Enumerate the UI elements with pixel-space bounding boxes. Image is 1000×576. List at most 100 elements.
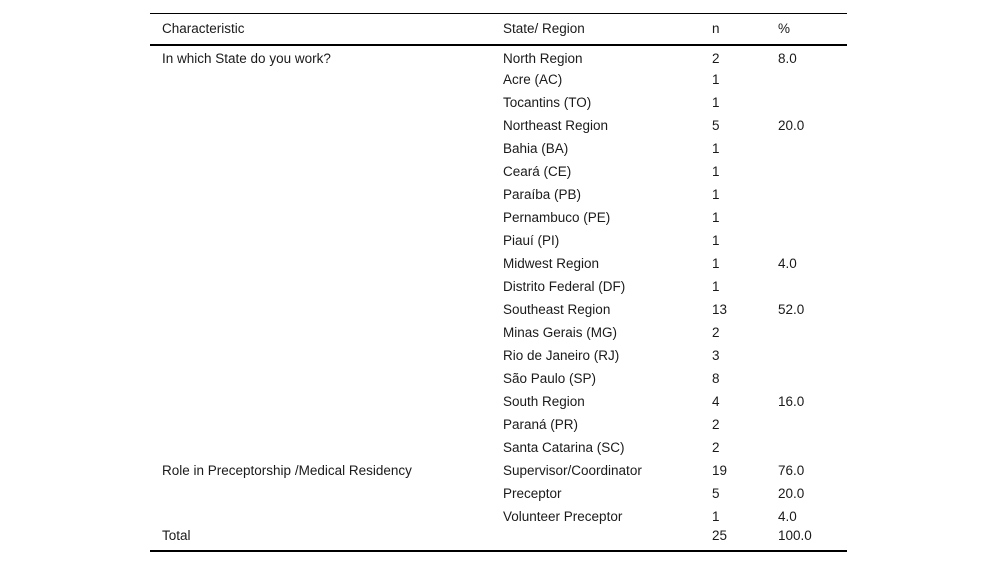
cell-characteristic (150, 275, 503, 298)
cell-n: 2 (712, 416, 720, 432)
cell-n: 2 (712, 439, 720, 455)
cell-state-region: Distrito Federal (DF) (503, 278, 626, 294)
cell-characteristic (150, 114, 503, 137)
cell-n: 1 (712, 508, 720, 524)
table-row: Pernambuco (PE) 1 (150, 206, 847, 229)
cell-state-region: Preceptor (503, 485, 562, 501)
cell-pct: 8.0 (778, 50, 797, 66)
table-row: Preceptor 5 20.0 (150, 482, 847, 505)
cell-characteristic (150, 298, 503, 321)
cell-state-region: Paraíba (PB) (503, 186, 582, 202)
cell-characteristic (150, 413, 503, 436)
table-row: South Region 4 16.0 (150, 390, 847, 413)
cell-state-region: Northeast Region (503, 117, 609, 133)
cell-n: 1 (712, 255, 720, 271)
cell-state-region: Acre (AC) (503, 71, 563, 87)
table-row: Distrito Federal (DF) 1 (150, 275, 847, 298)
cell-characteristic (150, 344, 503, 367)
cell-pct: 100.0 (778, 528, 812, 543)
cell-n: 1 (712, 140, 720, 156)
cell-state-region: Ceará (CE) (503, 163, 572, 179)
cell-characteristic (150, 137, 503, 160)
cell-characteristic (150, 252, 503, 275)
cell-n: 8 (712, 370, 720, 386)
cell-characteristic: Role in Preceptorship /Medical Residency (162, 462, 412, 478)
cell-characteristic (150, 229, 503, 252)
cell-n: 3 (712, 347, 720, 363)
cell-n: 4 (712, 393, 720, 409)
table-row: Midwest Region 1 4.0 (150, 252, 847, 275)
table-row: Santa Catarina (SC) 2 (150, 436, 847, 459)
table-row: Volunteer Preceptor 1 4.0 (150, 505, 847, 528)
table-header-row: Characteristic State/ Region n % (150, 13, 847, 45)
cell-characteristic: In which State do you work? (162, 50, 331, 66)
cell-pct (778, 229, 847, 252)
cell-state-region: Tocantins (TO) (503, 94, 592, 110)
table-row: Piauí (PI) 1 (150, 229, 847, 252)
cell-pct (778, 183, 847, 206)
cell-characteristic (150, 68, 503, 91)
table-row: Paraná (PR) 2 (150, 413, 847, 436)
cell-state-region: Supervisor/Coordinator (503, 462, 642, 478)
cell-pct: 16.0 (778, 393, 805, 409)
cell-state-region: Midwest Region (503, 255, 600, 271)
cell-characteristic (150, 160, 503, 183)
cell-pct (778, 436, 847, 459)
cell-characteristic (150, 321, 503, 344)
column-header-n: n (712, 21, 720, 37)
cell-characteristic (150, 367, 503, 390)
cell-characteristic (150, 183, 503, 206)
cell-pct (778, 344, 847, 367)
cell-state-region: Paraná (PR) (503, 416, 579, 432)
cell-state-region: Pernambuco (PE) (503, 209, 611, 225)
table-row: Minas Gerais (MG) 2 (150, 321, 847, 344)
column-header-characteristic: Characteristic (162, 21, 245, 37)
table-row: Total 25 100.0 (150, 528, 847, 551)
column-header-state-region: State/ Region (503, 21, 585, 37)
cell-pct (778, 160, 847, 183)
cell-n: 5 (712, 485, 720, 501)
table-row: Paraíba (PB) 1 (150, 183, 847, 206)
cell-state-region: Southeast Region (503, 301, 611, 317)
cell-pct (778, 91, 847, 114)
cell-characteristic (150, 505, 503, 528)
cell-state-region: Volunteer Preceptor (503, 508, 623, 524)
cell-pct (778, 275, 847, 298)
characteristics-table: Characteristic State/ Region n % In whic… (150, 13, 847, 552)
cell-characteristic: Total (162, 528, 191, 543)
cell-state-region: South Region (503, 393, 585, 409)
cell-characteristic (150, 206, 503, 229)
cell-pct (778, 206, 847, 229)
cell-pct: 20.0 (778, 485, 805, 501)
cell-pct: 20.0 (778, 117, 805, 133)
cell-n: 25 (712, 528, 728, 543)
cell-state-region: Piauí (PI) (503, 232, 560, 248)
table-row: Tocantins (TO) 1 (150, 91, 847, 114)
table-row: Role in Preceptorship /Medical Residency… (150, 459, 847, 482)
table-row: Northeast Region 5 20.0 (150, 114, 847, 137)
cell-state-region: Minas Gerais (MG) (503, 324, 618, 340)
cell-pct: 4.0 (778, 508, 797, 524)
cell-pct (778, 367, 847, 390)
cell-n: 1 (712, 186, 720, 202)
cell-n: 1 (712, 232, 720, 248)
cell-state-region: North Region (503, 50, 583, 66)
cell-state-region: São Paulo (SP) (503, 370, 597, 386)
table-body: In which State do you work? North Region… (150, 45, 847, 551)
table-row: São Paulo (SP) 8 (150, 367, 847, 390)
cell-characteristic (150, 390, 503, 413)
table-row: In which State do you work? North Region… (150, 45, 847, 68)
cell-pct (778, 137, 847, 160)
cell-n: 2 (712, 324, 720, 340)
table-row: Southeast Region 13 52.0 (150, 298, 847, 321)
cell-n: 1 (712, 163, 720, 179)
cell-pct (778, 68, 847, 91)
cell-state-region: Rio de Janeiro (RJ) (503, 347, 620, 363)
cell-pct (778, 321, 847, 344)
cell-characteristic (150, 482, 503, 505)
table-row: Acre (AC) 1 (150, 68, 847, 91)
column-header-pct: % (778, 21, 791, 37)
cell-n: 1 (712, 209, 720, 225)
cell-characteristic (150, 91, 503, 114)
